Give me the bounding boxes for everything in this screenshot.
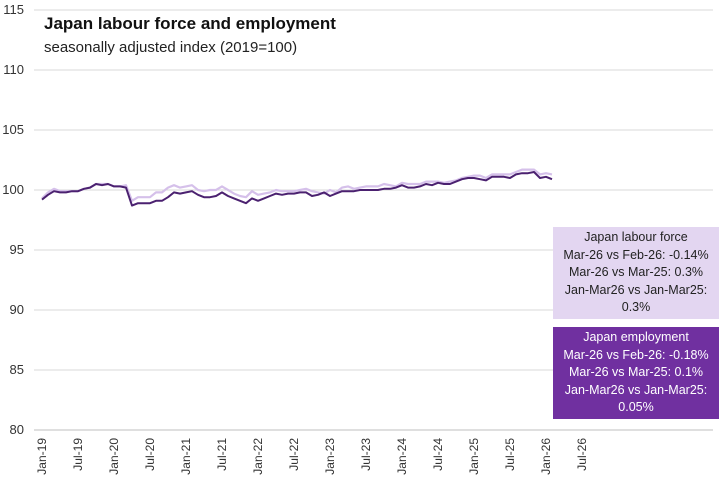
annotation-labour-force-line: 0.3% xyxy=(621,300,651,314)
annotation-employment-line: Mar-26 vs Feb-26: -0.18% xyxy=(563,347,709,362)
x-tick-label: Jul-19 xyxy=(71,438,85,471)
annotation-labour-force-line: Mar-26 vs Feb-26: -0.14% xyxy=(563,247,709,262)
x-tick-label: Jan-19 xyxy=(35,438,49,475)
x-tick-label: Jan-26 xyxy=(539,438,553,475)
y-tick-label: 100 xyxy=(2,182,24,197)
annotation-employment-line: Mar-26 vs Mar-25: 0.1% xyxy=(568,365,704,379)
x-tick-label: Jan-24 xyxy=(395,438,409,475)
x-tick-label: Jul-20 xyxy=(143,438,157,471)
annotation-employment-line: Jan-Mar26 vs Jan-Mar25: xyxy=(564,382,708,397)
x-tick-label: Jul-23 xyxy=(359,438,373,471)
annotation-labour-force-line: Jan-Mar26 vs Jan-Mar25: xyxy=(564,282,708,297)
x-tick-label: Jan-23 xyxy=(323,438,337,475)
x-tick-label: Jul-26 xyxy=(575,438,589,471)
y-tick-label: 85 xyxy=(10,362,24,377)
x-tick-label: Jul-25 xyxy=(503,438,517,471)
series-line-employment xyxy=(41,171,553,207)
x-tick-label: Jul-22 xyxy=(287,438,301,471)
y-axis-labels: 80 85 90 95 100 105 110 115 xyxy=(2,2,24,437)
y-tick-label: 105 xyxy=(2,122,24,137)
y-tick-label: 115 xyxy=(3,2,24,17)
x-tick-label: Jan-22 xyxy=(251,438,265,475)
y-tick-label: 90 xyxy=(10,302,24,317)
annotation-labour-force-title: Japan labour force xyxy=(584,230,688,244)
x-tick-label: Jul-24 xyxy=(431,438,445,471)
annotation-employment: Japan employment Mar-26 vs Feb-26: -0.18… xyxy=(553,327,719,419)
x-tick-label: Jan-21 xyxy=(179,438,193,475)
y-tick-label: 110 xyxy=(3,62,24,77)
y-tick-label: 80 xyxy=(10,422,24,437)
series-line-labour-force xyxy=(41,168,553,202)
chart-title: Japan labour force and employment xyxy=(44,14,336,33)
annotation-employment-line: 0.05% xyxy=(618,400,654,414)
annotation-labour-force-line: Mar-26 vs Mar-25: 0.3% xyxy=(568,265,704,279)
annotation-labour-force: Japan labour force Mar-26 vs Feb-26: -0.… xyxy=(553,227,719,319)
annotation-employment-title: Japan employment xyxy=(583,330,689,344)
x-axis-labels: Jan-19 Jul-19 Jan-20 Jul-20 Jan-21 Jul-21 Jan-… xyxy=(35,438,589,475)
y-tick-label: 95 xyxy=(10,242,24,257)
x-tick-label: Jul-21 xyxy=(215,438,229,471)
chart-subtitle: seasonally adjusted index (2019=100) xyxy=(44,39,298,56)
x-tick-label: Jan-25 xyxy=(467,438,481,475)
x-tick-label: Jan-20 xyxy=(107,438,121,475)
series-layer xyxy=(41,168,553,207)
